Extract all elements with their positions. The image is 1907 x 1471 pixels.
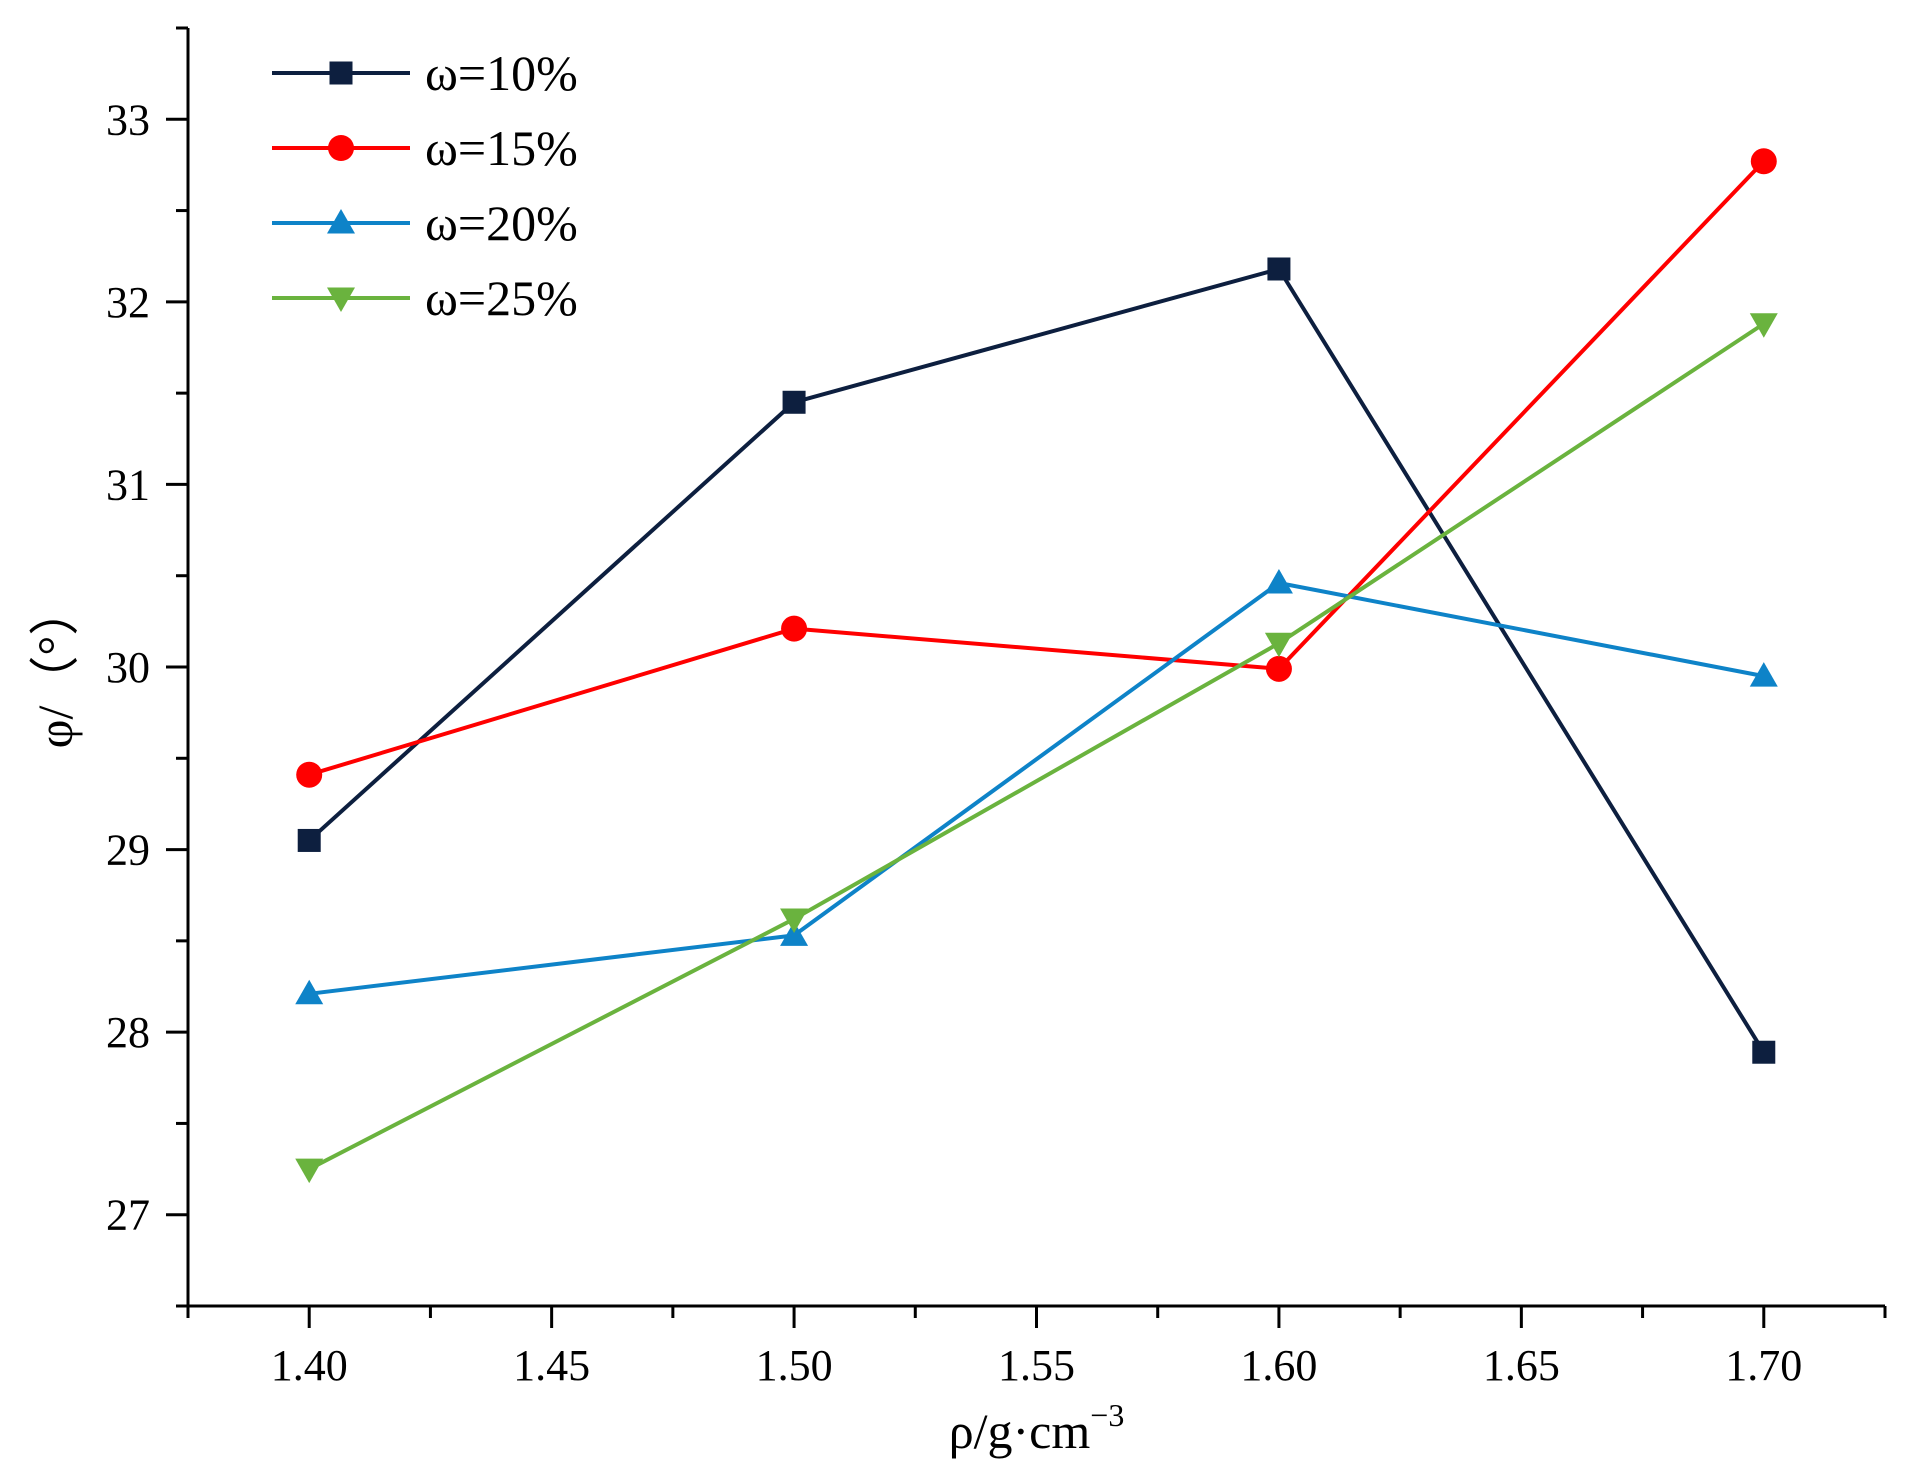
x-tick-label: 1.55 <box>998 1341 1075 1390</box>
series-line <box>307 266 1766 1054</box>
y-tick-label: 28 <box>106 1008 150 1057</box>
legend-item: ω=15% <box>272 120 578 176</box>
x-axis-title-base: ρ/g·cm <box>949 1403 1091 1459</box>
data-point <box>1265 655 1292 682</box>
series-4 <box>295 313 1778 1184</box>
y-tick-label: 30 <box>106 643 150 692</box>
data-point <box>1749 662 1778 687</box>
x-tick-label: 1.70 <box>1725 1341 1802 1390</box>
data-point <box>1264 569 1293 594</box>
x-tick-label: 1.50 <box>756 1341 833 1390</box>
series-line <box>308 159 1766 777</box>
data-point <box>295 1158 324 1184</box>
series-3 <box>295 569 1778 1005</box>
legend-label: ω=25% <box>425 270 578 326</box>
y-tick-label: 31 <box>106 460 150 509</box>
legend-item: ω=25% <box>272 270 578 326</box>
series-2 <box>296 148 1777 788</box>
data-point <box>780 921 809 946</box>
data-point <box>780 908 809 933</box>
x-axis-title-superscript: −3 <box>1090 1397 1124 1433</box>
x-tick-label: 1.40 <box>271 1341 348 1390</box>
legend: ω=10% ω=15% ω=20% ω=25% <box>272 45 578 326</box>
x-tick-label: 1.60 <box>1240 1341 1317 1390</box>
data-point <box>782 390 806 414</box>
data-point <box>781 615 808 642</box>
data-point <box>295 979 324 1005</box>
y-tick-label: 32 <box>106 278 150 327</box>
data-point <box>1750 148 1777 175</box>
x-tick-label: 1.65 <box>1483 1341 1560 1390</box>
legend-item: ω=10% <box>272 45 578 101</box>
y-axis-title: φ/（°） <box>27 586 83 749</box>
legend-marker <box>327 287 355 312</box>
y-tick-label: 33 <box>106 95 150 144</box>
series-line <box>308 581 1765 996</box>
data-point <box>1264 632 1293 658</box>
data-point <box>1267 257 1291 281</box>
y-tick-label: 29 <box>106 826 150 875</box>
y-tick-label: 27 <box>106 1191 150 1240</box>
data-point <box>296 761 323 788</box>
legend-marker <box>329 61 353 85</box>
legend-label: ω=20% <box>425 195 578 251</box>
axes: 1.40 1.45 1.50 1.55 1.60 1.65 1.70 27 28 29 30 31 32… <box>106 26 1887 1390</box>
x-tick-label: 1.45 <box>513 1341 590 1390</box>
series-layer <box>295 148 1778 1184</box>
data-point <box>297 828 321 852</box>
data-point <box>1749 313 1778 338</box>
legend-marker <box>327 209 355 234</box>
x-axis-title: ρ/g·cm−3 <box>949 1397 1125 1459</box>
legend-item: ω=20% <box>272 195 578 251</box>
series-line <box>308 322 1765 1171</box>
legend-label: ω=15% <box>425 120 578 176</box>
series-1 <box>297 257 1776 1064</box>
legend-marker <box>328 135 354 161</box>
data-point <box>1752 1040 1776 1064</box>
legend-label: ω=10% <box>425 45 578 101</box>
